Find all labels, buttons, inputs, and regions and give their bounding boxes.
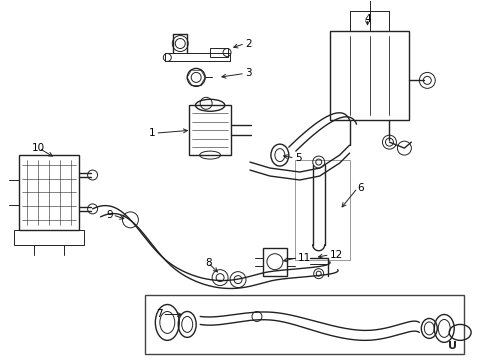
Text: 6: 6	[357, 183, 364, 193]
Text: 8: 8	[204, 258, 211, 268]
Bar	[19, 155, 79, 230]
Bar	[165, 54, 229, 62]
Text: 4: 4	[364, 14, 370, 24]
Bar	[145, 294, 463, 354]
Text: 3: 3	[244, 68, 251, 78]
Text: 9: 9	[106, 210, 112, 220]
Bar	[263, 248, 286, 276]
Bar	[329, 31, 408, 120]
Bar	[14, 230, 83, 245]
Text: 5: 5	[294, 153, 301, 163]
Bar	[210, 48, 227, 58]
Bar	[294, 160, 349, 260]
Text: 10: 10	[32, 143, 45, 153]
Text: 11: 11	[297, 253, 310, 263]
Text: 7: 7	[155, 310, 162, 319]
Text: 1: 1	[148, 128, 155, 138]
Bar	[189, 105, 230, 155]
Text: U: U	[447, 341, 456, 351]
Text: 2: 2	[244, 39, 251, 49]
Text: 12: 12	[329, 250, 342, 260]
